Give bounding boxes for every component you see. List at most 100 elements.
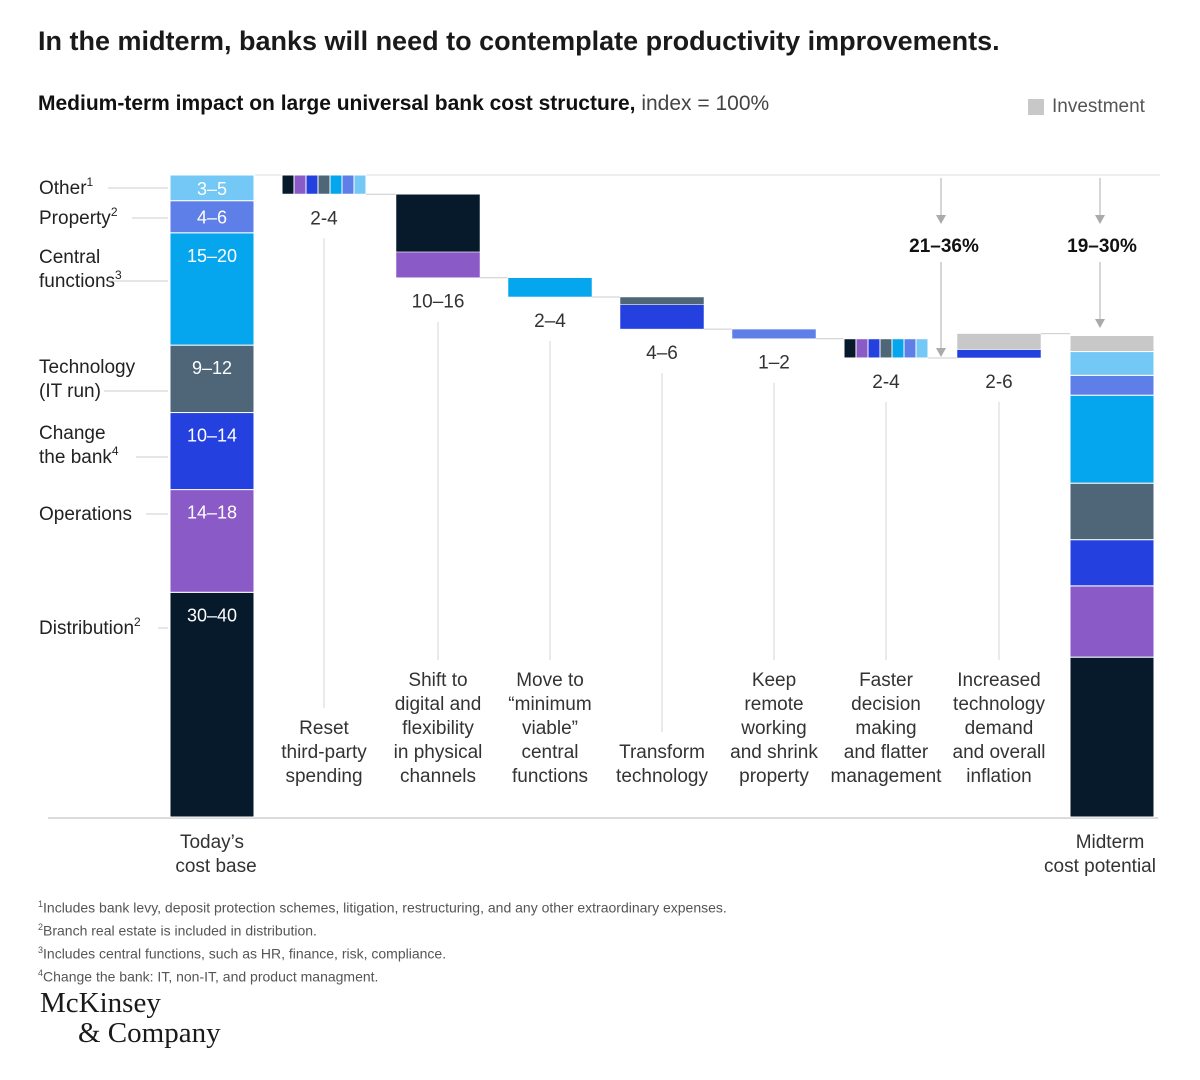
footnote-3: 3Includes central functions, such as HR,… xyxy=(38,941,727,964)
step-7-label-line2: technology xyxy=(953,694,1045,715)
today-bar-distribution xyxy=(169,591,255,818)
step-5-label-line5: property xyxy=(739,766,809,787)
subtitle-bold: Medium-term impact on large universal ba… xyxy=(38,92,636,115)
step-5-label-line4: and shrink xyxy=(730,742,818,763)
step-6-label-line3: making xyxy=(855,718,916,739)
step-6-segment-distribution xyxy=(843,338,857,359)
step-1-label-line1: Reset xyxy=(299,718,349,739)
mckinsey-logo: McKinsey & Company xyxy=(40,988,221,1048)
step-3-label-line5: functions xyxy=(512,766,588,787)
step-4-segment-technology-it-run xyxy=(619,296,705,305)
total-midterm-arrow-top-head xyxy=(1095,215,1105,224)
step-1-segment-central-functions xyxy=(329,174,343,195)
step-5-segment-property xyxy=(731,328,817,339)
category-label-distribution: Distribution2 xyxy=(39,615,141,639)
logo-line-2: & Company xyxy=(78,1017,221,1049)
step-6-segment-operations xyxy=(855,338,869,359)
category-label-technology-it-run-line2: (IT run) xyxy=(39,381,101,402)
legend: Investment xyxy=(1028,96,1145,118)
midterm-bar-change-the-bank xyxy=(1069,539,1155,587)
step-2-label-line4: in physical xyxy=(394,742,483,763)
step-6-label-line4: and flatter xyxy=(844,742,929,763)
footnotes: 1Includes bank levy, deposit protection … xyxy=(38,895,727,988)
footnote-1-text: Includes bank levy, deposit protection s… xyxy=(43,899,727,916)
midterm-bar-distribution xyxy=(1069,656,1155,818)
step-4-segment-change-the-bank xyxy=(619,304,705,330)
step-7-value: 2-6 xyxy=(985,372,1012,393)
step-7-label-line3: demand xyxy=(965,718,1034,739)
step-5-label-line3: working xyxy=(740,718,806,739)
category-label-central-functions-line1: Central xyxy=(39,247,100,268)
today-bar-property xyxy=(169,200,255,234)
step-4-label-line2: technology xyxy=(616,766,708,787)
step-2-label-line3: flexibility xyxy=(402,718,474,739)
subtitle-index: index = 100% xyxy=(635,92,770,115)
today-value-central-functions: 15–20 xyxy=(187,246,237,266)
step-4-label-line1: Transform xyxy=(619,742,705,763)
step-1-segment-property xyxy=(341,174,355,195)
today-bar-technology-it-run xyxy=(169,344,255,414)
step-2-label-line1: Shift to xyxy=(408,670,467,691)
step-1-segment-distribution xyxy=(281,174,295,195)
total-midterm-label: 19–30% xyxy=(1067,236,1137,257)
step-6-segment-other xyxy=(915,338,929,359)
category-label-operations: Operations xyxy=(39,504,132,525)
step-6-label-line5: management xyxy=(831,766,943,787)
footnote-4: 4Change the bank: IT, non-IT, and produc… xyxy=(38,964,727,987)
step-1-value: 2-4 xyxy=(310,208,338,229)
midterm-bar-operations xyxy=(1069,585,1155,658)
step-3-label-line4: central xyxy=(521,742,578,763)
step-7-label-line1: Increased xyxy=(957,670,1040,691)
footnote-4-marker: 4 xyxy=(38,968,44,979)
total-reduction-arrow-head xyxy=(936,348,946,357)
step-1-segment-change-the-bank xyxy=(305,174,319,195)
step-2-value: 10–16 xyxy=(412,292,465,313)
legend-swatch-investment xyxy=(1028,99,1044,115)
total-reduction-label: 21–36% xyxy=(909,236,979,257)
footnote-2-marker: 2 xyxy=(38,922,44,933)
step-1-label-line2: third-party xyxy=(281,742,367,763)
step-5-label-line2: remote xyxy=(744,694,803,715)
legend-label-investment: Investment xyxy=(1052,96,1145,117)
step-6-segment-change-the-bank xyxy=(867,338,881,359)
logo-line-1: McKinsey xyxy=(40,987,161,1019)
midterm-bar-property xyxy=(1069,374,1155,396)
step-7-segment-investment xyxy=(956,333,1042,350)
today-bar-central-functions xyxy=(169,232,255,346)
category-label-other: Other1 xyxy=(39,175,94,199)
chart-subtitle: Medium-term impact on large universal ba… xyxy=(38,92,769,116)
step-2-segment-distribution xyxy=(395,194,481,253)
step-3-value: 2–4 xyxy=(534,311,566,332)
category-label-change-the-bank-line2: the bank4 xyxy=(39,444,119,468)
today-value-distribution: 30–40 xyxy=(187,605,237,625)
step-6-segment-property xyxy=(903,338,917,359)
step-7-segment-change-the-bank xyxy=(956,349,1042,359)
step-1-segment-operations xyxy=(293,174,307,195)
category-label-central-functions-line2: functions3 xyxy=(39,268,122,292)
step-3-segment-central-functions xyxy=(507,277,593,298)
step-7-label-line5: inflation xyxy=(966,766,1032,787)
midterm-bar-central-functions xyxy=(1069,394,1155,484)
today-bar-other xyxy=(169,174,255,202)
footnote-4-text: Change the bank: IT, non-IT, and product… xyxy=(43,969,379,986)
footnote-2: 2Branch real estate is included in distr… xyxy=(38,918,727,941)
today-value-change-the-bank: 10–14 xyxy=(187,426,237,446)
today-value-technology-it-run: 9–12 xyxy=(192,358,232,378)
today-value-other: 3–5 xyxy=(197,179,227,199)
step-2-label-line2: digital and xyxy=(395,694,482,715)
step-1-segment-technology-it-run xyxy=(317,174,331,195)
midterm-axis-label-line1: Midterm xyxy=(1076,832,1145,853)
step-3-label-line1: Move to xyxy=(516,670,584,691)
footnote-1: 1Includes bank levy, deposit protection … xyxy=(38,895,727,918)
step-1-label-line3: spending xyxy=(285,766,362,787)
midterm-axis-label-line2: cost potential xyxy=(1044,856,1156,877)
today-axis-label-line1: Today’s xyxy=(180,832,244,853)
footnote-3-marker: 3 xyxy=(38,945,44,956)
footnote-3-text: Includes central functions, such as HR, … xyxy=(43,945,447,962)
midterm-bar-technology-it-run xyxy=(1069,482,1155,541)
chart-title: In the midterm, banks will need to conte… xyxy=(38,26,1000,56)
category-label-property: Property2 xyxy=(39,205,118,229)
step-3-label-line3: viable” xyxy=(522,718,578,739)
midterm-bar-investment xyxy=(1069,335,1155,353)
